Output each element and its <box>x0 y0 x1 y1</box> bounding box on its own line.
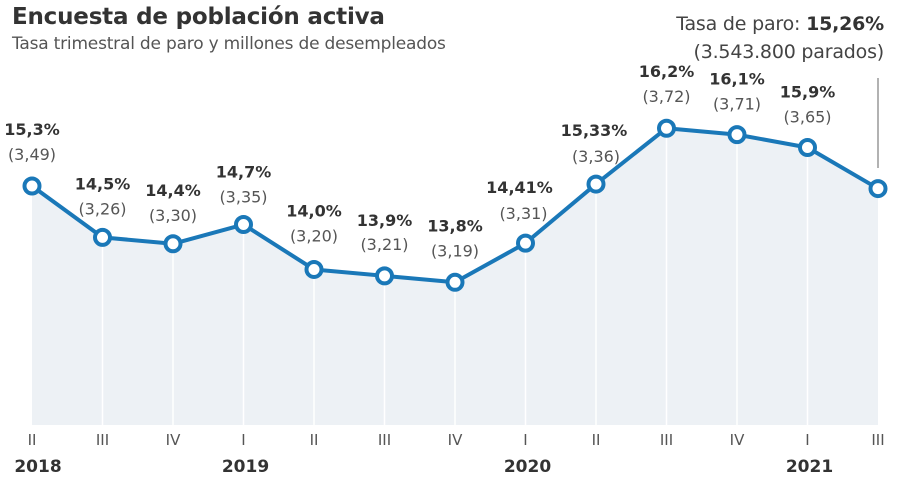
x-tick-quarter: I <box>241 431 245 449</box>
data-label-unemployed: (3,65) <box>783 107 831 126</box>
data-label-rate: 15,3% <box>4 120 60 139</box>
data-point <box>868 179 888 199</box>
data-label-rate: 14,5% <box>75 174 131 193</box>
annotation-value: 15,26% <box>806 13 884 35</box>
x-tick-year: 2021 <box>786 457 833 477</box>
x-tick-quarter: II <box>592 431 601 449</box>
x-tick-quarter: IV <box>448 431 463 449</box>
x-tick-quarter: IV <box>166 431 181 449</box>
data-label-rate: 14,0% <box>286 201 342 220</box>
data-label-unemployed: (3,26) <box>78 199 126 218</box>
data-label-rate: 15,33% <box>561 121 628 140</box>
data-label-unemployed: (3,19) <box>431 241 479 260</box>
data-label-rate: 13,9% <box>357 211 413 230</box>
data-label-unemployed: (3,20) <box>290 226 338 245</box>
x-tick-year: 2019 <box>222 457 269 477</box>
data-label-rate: 13,8% <box>427 216 483 235</box>
x-tick-quarter: III <box>660 431 673 449</box>
x-tick-quarter: III <box>871 431 884 449</box>
data-label-unemployed: (3,30) <box>149 206 197 225</box>
data-point <box>516 233 535 253</box>
annotation-detail: (3.543.800 parados) <box>693 41 884 63</box>
data-label-unemployed: (3,72) <box>642 87 690 106</box>
x-tick-quarter: IV <box>730 431 745 449</box>
data-point <box>798 137 817 157</box>
data-point <box>93 227 112 247</box>
data-point <box>586 174 606 194</box>
x-tick-quarter: III <box>96 431 109 449</box>
x-tick-quarter: II <box>310 431 319 449</box>
data-label-unemployed: (3,49) <box>8 145 56 164</box>
data-label-rate: 16,2% <box>639 62 695 81</box>
x-tick-quarter: I <box>805 431 809 449</box>
annotation-label: Tasa de paro: <box>676 13 807 35</box>
chart-subtitle: Tasa trimestral de paro y millones de de… <box>12 34 446 54</box>
x-tick-year: 2018 <box>14 457 61 477</box>
data-point <box>445 272 465 292</box>
data-label-unemployed: (3,21) <box>360 235 408 254</box>
data-point <box>375 266 394 286</box>
data-label-unemployed: (3,35) <box>219 188 267 207</box>
data-label-unemployed: (3,31) <box>499 204 547 223</box>
x-tick-year: 2020 <box>504 457 551 477</box>
data-label-rate: 14,41% <box>486 178 553 197</box>
data-label-unemployed: (3,36) <box>572 147 620 166</box>
data-point <box>163 234 183 254</box>
chart-title: Encuesta de población activa <box>12 4 385 30</box>
data-point <box>304 259 324 279</box>
data-label-rate: 16,1% <box>709 70 765 89</box>
data-label-unemployed: (3,71) <box>713 95 761 114</box>
data-point <box>234 215 253 235</box>
x-tick-quarter: I <box>523 431 527 449</box>
data-label-rate: 14,7% <box>216 163 272 182</box>
latest-value-annotation: Tasa de paro: 15,26% (3.543.800 parados) <box>676 10 884 66</box>
x-tick-quarter: III <box>378 431 391 449</box>
data-point <box>727 125 747 145</box>
data-point <box>657 118 676 138</box>
x-tick-quarter: II <box>28 431 37 449</box>
data-label-rate: 15,9% <box>780 82 836 101</box>
data-label-rate: 14,4% <box>145 181 201 200</box>
data-point <box>22 176 42 196</box>
